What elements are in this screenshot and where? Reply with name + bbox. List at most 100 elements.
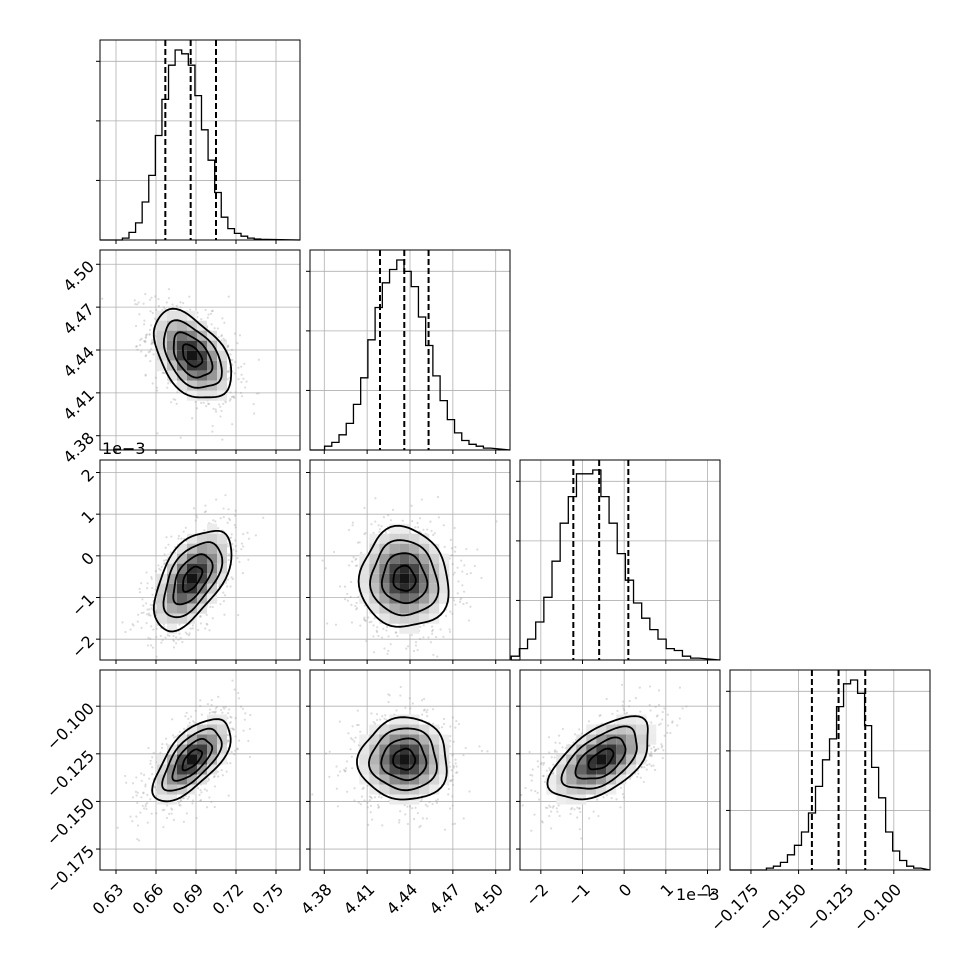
scatter-point bbox=[357, 723, 360, 727]
scatter-point bbox=[217, 695, 220, 698]
density-cell bbox=[409, 583, 420, 594]
scatter-point bbox=[375, 630, 379, 634]
scatter-point bbox=[456, 566, 459, 569]
scatter-point bbox=[243, 718, 246, 721]
scatter-point bbox=[213, 775, 216, 778]
scatter-point bbox=[142, 604, 145, 607]
scatter-point bbox=[404, 706, 407, 709]
scatter-point bbox=[222, 516, 225, 519]
density-cell bbox=[197, 744, 207, 755]
scatter-point bbox=[406, 822, 410, 826]
scatter-point bbox=[203, 788, 206, 791]
scatter-point bbox=[469, 605, 472, 608]
scatter-point bbox=[154, 588, 157, 591]
scatter-point bbox=[181, 797, 185, 800]
scatter-point bbox=[179, 306, 182, 309]
scatter-point bbox=[172, 646, 176, 649]
density-cell bbox=[167, 310, 177, 321]
scatter-point bbox=[229, 715, 232, 718]
scatter-point bbox=[233, 372, 236, 375]
scatter-point bbox=[188, 295, 191, 298]
density-cell bbox=[389, 714, 400, 725]
scatter-point bbox=[452, 766, 455, 769]
scatter-point bbox=[363, 616, 366, 619]
scatter-point bbox=[155, 386, 159, 389]
scatter-point bbox=[354, 604, 357, 608]
scatter-point bbox=[135, 794, 138, 797]
scatter-point bbox=[227, 508, 230, 511]
scatter-point bbox=[240, 542, 244, 545]
scatter-point bbox=[199, 798, 202, 802]
scatter-point bbox=[150, 296, 153, 299]
scatter-point bbox=[136, 791, 139, 794]
density-cell bbox=[429, 764, 440, 775]
scatter-point bbox=[170, 807, 173, 810]
scatter-point bbox=[146, 644, 150, 647]
density-cell bbox=[177, 573, 187, 584]
scatter-point bbox=[480, 576, 483, 580]
scatter-point bbox=[144, 355, 147, 358]
scatter-point bbox=[434, 799, 438, 802]
scatter-point bbox=[194, 709, 197, 712]
scatter-point bbox=[240, 373, 243, 376]
density-cell bbox=[167, 330, 177, 341]
scatter-point bbox=[229, 762, 232, 765]
scatter-point bbox=[449, 807, 452, 810]
scatter-point bbox=[151, 382, 154, 385]
scatter-point bbox=[425, 817, 428, 820]
density-cell bbox=[409, 603, 420, 614]
scatter-point bbox=[192, 507, 196, 510]
density-cell bbox=[439, 563, 450, 574]
scatter-point bbox=[419, 625, 422, 629]
scatter-point bbox=[212, 407, 215, 410]
scatter-point bbox=[457, 722, 461, 726]
scatter-point bbox=[211, 430, 214, 433]
scatter-point bbox=[177, 534, 181, 538]
density-cell bbox=[409, 764, 420, 775]
scatter-point bbox=[422, 624, 425, 627]
density-cell bbox=[177, 350, 187, 361]
density-cell bbox=[177, 583, 187, 594]
scatter-point bbox=[226, 545, 230, 548]
scatter-point bbox=[136, 801, 139, 805]
scatter-point bbox=[196, 787, 200, 790]
density-cell bbox=[439, 583, 450, 594]
scatter-point bbox=[162, 623, 166, 626]
density-cell bbox=[177, 380, 187, 391]
scatter-point bbox=[234, 735, 237, 738]
density-cell bbox=[157, 784, 167, 795]
density-cell bbox=[207, 573, 217, 584]
scatter-point bbox=[164, 308, 167, 311]
density-cell bbox=[217, 533, 227, 544]
scatter-point bbox=[248, 727, 251, 730]
scatter-point bbox=[355, 608, 358, 611]
density-cell bbox=[217, 724, 227, 735]
panel-frame bbox=[729, 669, 931, 871]
scatter-point bbox=[182, 820, 186, 823]
density-cell bbox=[187, 754, 197, 765]
scatter-point bbox=[207, 313, 210, 316]
scatter-point bbox=[191, 802, 194, 805]
scatter-point bbox=[186, 797, 189, 800]
density-cell bbox=[419, 774, 430, 785]
scatter-point bbox=[136, 620, 139, 623]
scatter-point bbox=[129, 815, 132, 818]
density-cell bbox=[187, 320, 197, 331]
scatter-point bbox=[191, 624, 195, 627]
density-cell bbox=[379, 744, 390, 755]
scatter-point bbox=[175, 636, 178, 639]
scatter-point bbox=[242, 532, 245, 536]
scatter-point bbox=[228, 708, 231, 711]
scatter-point bbox=[214, 408, 217, 411]
density-cell bbox=[157, 320, 167, 331]
scatter-point bbox=[143, 319, 146, 322]
scatter-point bbox=[414, 526, 417, 529]
scatter-point bbox=[359, 624, 362, 627]
scatter-point bbox=[174, 735, 177, 738]
scatter-point bbox=[411, 807, 414, 810]
scatter-point bbox=[243, 386, 247, 389]
scatter-point bbox=[160, 746, 164, 749]
density-cell bbox=[389, 543, 400, 554]
scatter-point bbox=[431, 722, 435, 725]
density-cell bbox=[177, 593, 187, 604]
